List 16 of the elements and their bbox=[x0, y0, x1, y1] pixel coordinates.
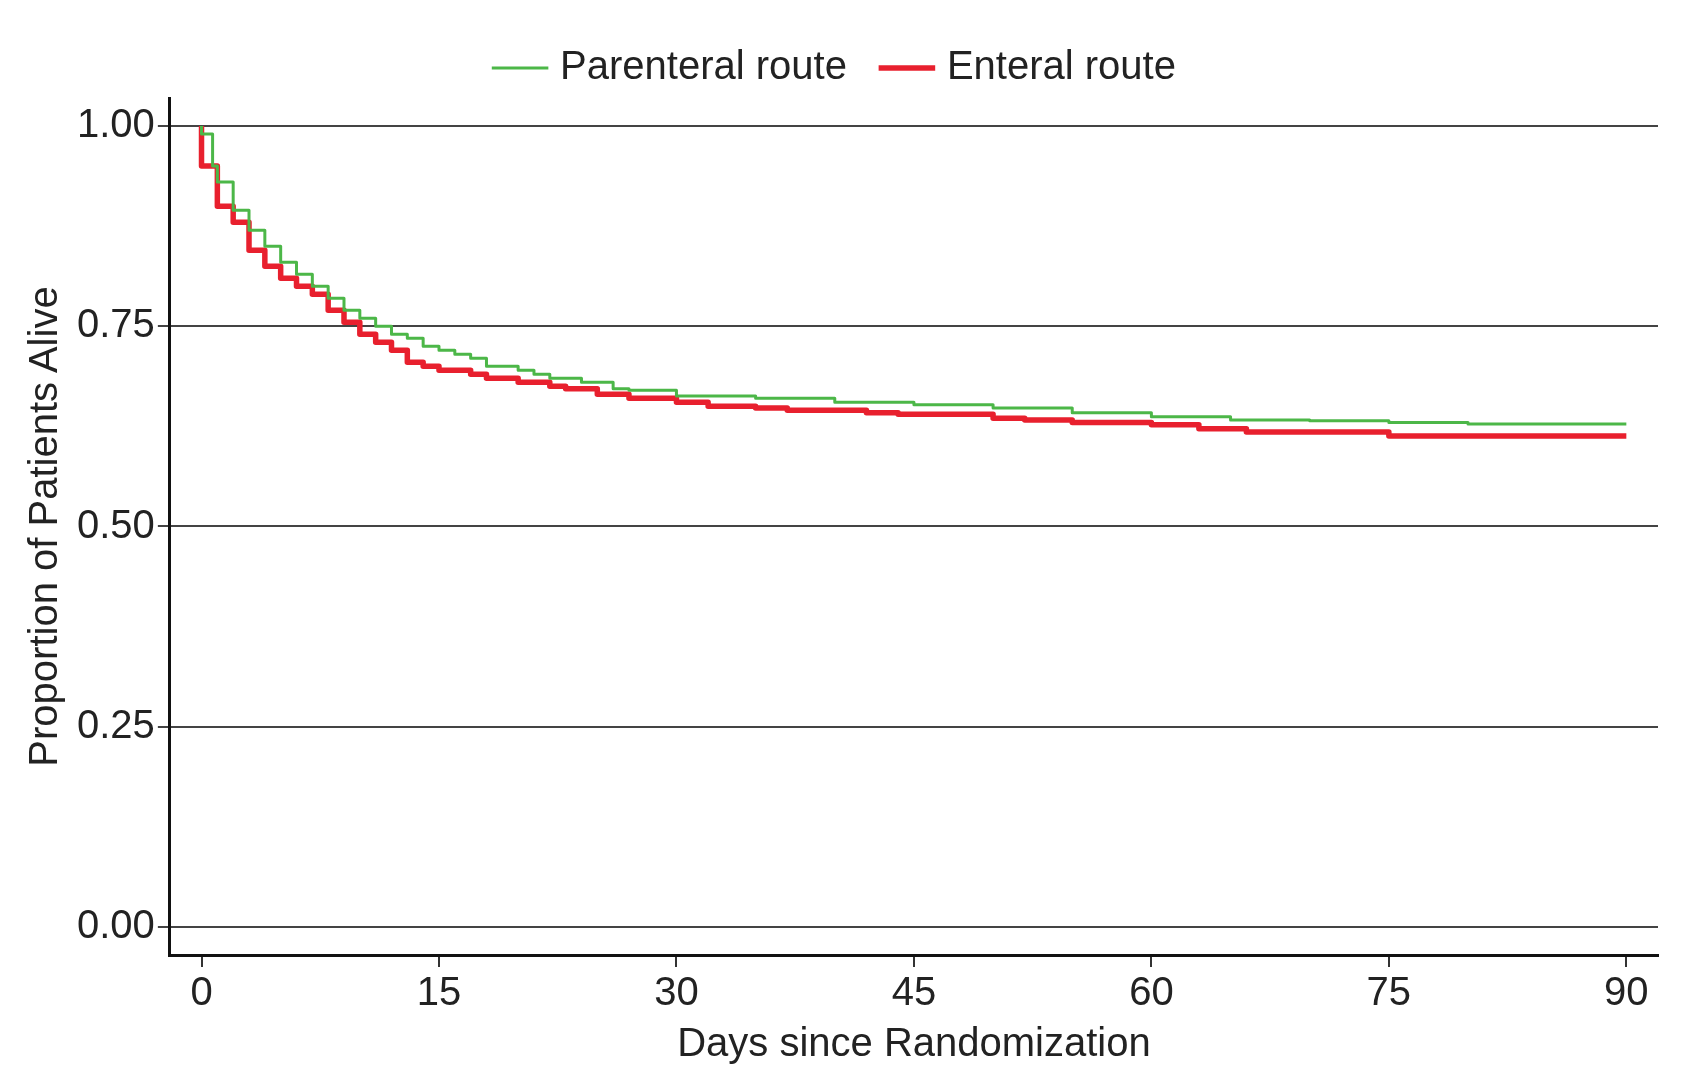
x-tick-label: 30 bbox=[654, 969, 699, 1014]
legend-label: Parenteral route bbox=[560, 43, 847, 88]
x-tick-label: 15 bbox=[416, 969, 462, 1014]
y-tick-label: 0.25 bbox=[76, 701, 155, 746]
y-tick-label: 0.75 bbox=[76, 301, 155, 346]
x-tick-label: 90 bbox=[1604, 969, 1649, 1014]
x-axis-title: Days since Randomization bbox=[677, 1020, 1151, 1065]
x-tick-label: 75 bbox=[1366, 969, 1412, 1014]
y-tick-label: 1.00 bbox=[76, 101, 155, 146]
x-tick-label: 45 bbox=[891, 969, 937, 1014]
y-tick-label: 0.00 bbox=[76, 902, 155, 946]
y-axis-title: Proportion of Patients Alive bbox=[21, 286, 66, 767]
x-tick-label: 0 bbox=[190, 969, 213, 1014]
y-tick-label: 0.50 bbox=[76, 501, 155, 546]
legend-label: Enteral route bbox=[946, 43, 1176, 88]
x-tick-label: 60 bbox=[1129, 969, 1174, 1014]
